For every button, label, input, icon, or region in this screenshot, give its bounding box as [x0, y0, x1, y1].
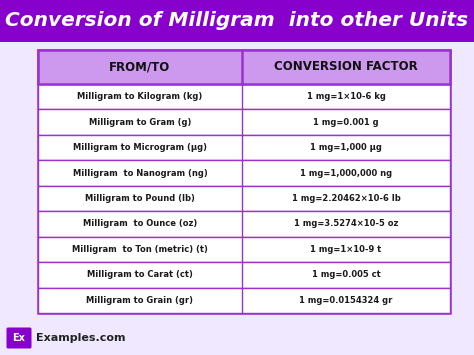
- Text: Milligram to Grain (gr): Milligram to Grain (gr): [86, 296, 193, 305]
- FancyBboxPatch shape: [38, 135, 450, 160]
- Text: Milligram  to Ton (metric) (t): Milligram to Ton (metric) (t): [72, 245, 208, 254]
- Text: FROM/TO: FROM/TO: [109, 60, 171, 73]
- Text: 1 mg=1×10-6 kg: 1 mg=1×10-6 kg: [307, 92, 385, 101]
- Text: Milligram  to Ounce (oz): Milligram to Ounce (oz): [83, 219, 197, 229]
- FancyBboxPatch shape: [7, 328, 31, 349]
- FancyBboxPatch shape: [38, 84, 450, 109]
- Text: CONVERSION FACTOR: CONVERSION FACTOR: [274, 60, 418, 73]
- Text: Milligram to Pound (lb): Milligram to Pound (lb): [85, 194, 195, 203]
- Text: Conversion of Milligram  into other Units: Conversion of Milligram into other Units: [5, 11, 469, 31]
- Text: 1 mg=0.001 g: 1 mg=0.001 g: [313, 118, 379, 127]
- Text: 1 mg=1,000,000 ng: 1 mg=1,000,000 ng: [300, 169, 392, 178]
- Text: 1 mg=2.20462×10-6 lb: 1 mg=2.20462×10-6 lb: [292, 194, 401, 203]
- FancyBboxPatch shape: [38, 186, 450, 211]
- FancyBboxPatch shape: [0, 0, 474, 42]
- Text: Milligram to Gram (g): Milligram to Gram (g): [89, 118, 191, 127]
- Text: Milligram  to Nanogram (ng): Milligram to Nanogram (ng): [73, 169, 207, 178]
- Text: Examples.com: Examples.com: [36, 333, 126, 343]
- FancyBboxPatch shape: [38, 50, 450, 84]
- FancyBboxPatch shape: [38, 50, 450, 313]
- FancyBboxPatch shape: [38, 288, 450, 313]
- Text: 1 mg=3.5274×10-5 oz: 1 mg=3.5274×10-5 oz: [294, 219, 398, 229]
- Text: Ex: Ex: [13, 333, 26, 343]
- Text: Milligram to Microgram (µg): Milligram to Microgram (µg): [73, 143, 207, 152]
- FancyBboxPatch shape: [38, 237, 450, 262]
- Text: Milligram to Kilogram (kg): Milligram to Kilogram (kg): [77, 92, 202, 101]
- FancyBboxPatch shape: [38, 211, 450, 237]
- FancyBboxPatch shape: [38, 160, 450, 186]
- FancyBboxPatch shape: [38, 109, 450, 135]
- Text: Milligram to Carat (ct): Milligram to Carat (ct): [87, 271, 193, 279]
- Text: 1 mg=0.005 ct: 1 mg=0.005 ct: [311, 271, 380, 279]
- Text: 1 mg=1×10-9 t: 1 mg=1×10-9 t: [310, 245, 382, 254]
- Text: 1 mg=0.0154324 gr: 1 mg=0.0154324 gr: [299, 296, 392, 305]
- Text: 1 mg=1,000 µg: 1 mg=1,000 µg: [310, 143, 382, 152]
- FancyBboxPatch shape: [38, 262, 450, 288]
